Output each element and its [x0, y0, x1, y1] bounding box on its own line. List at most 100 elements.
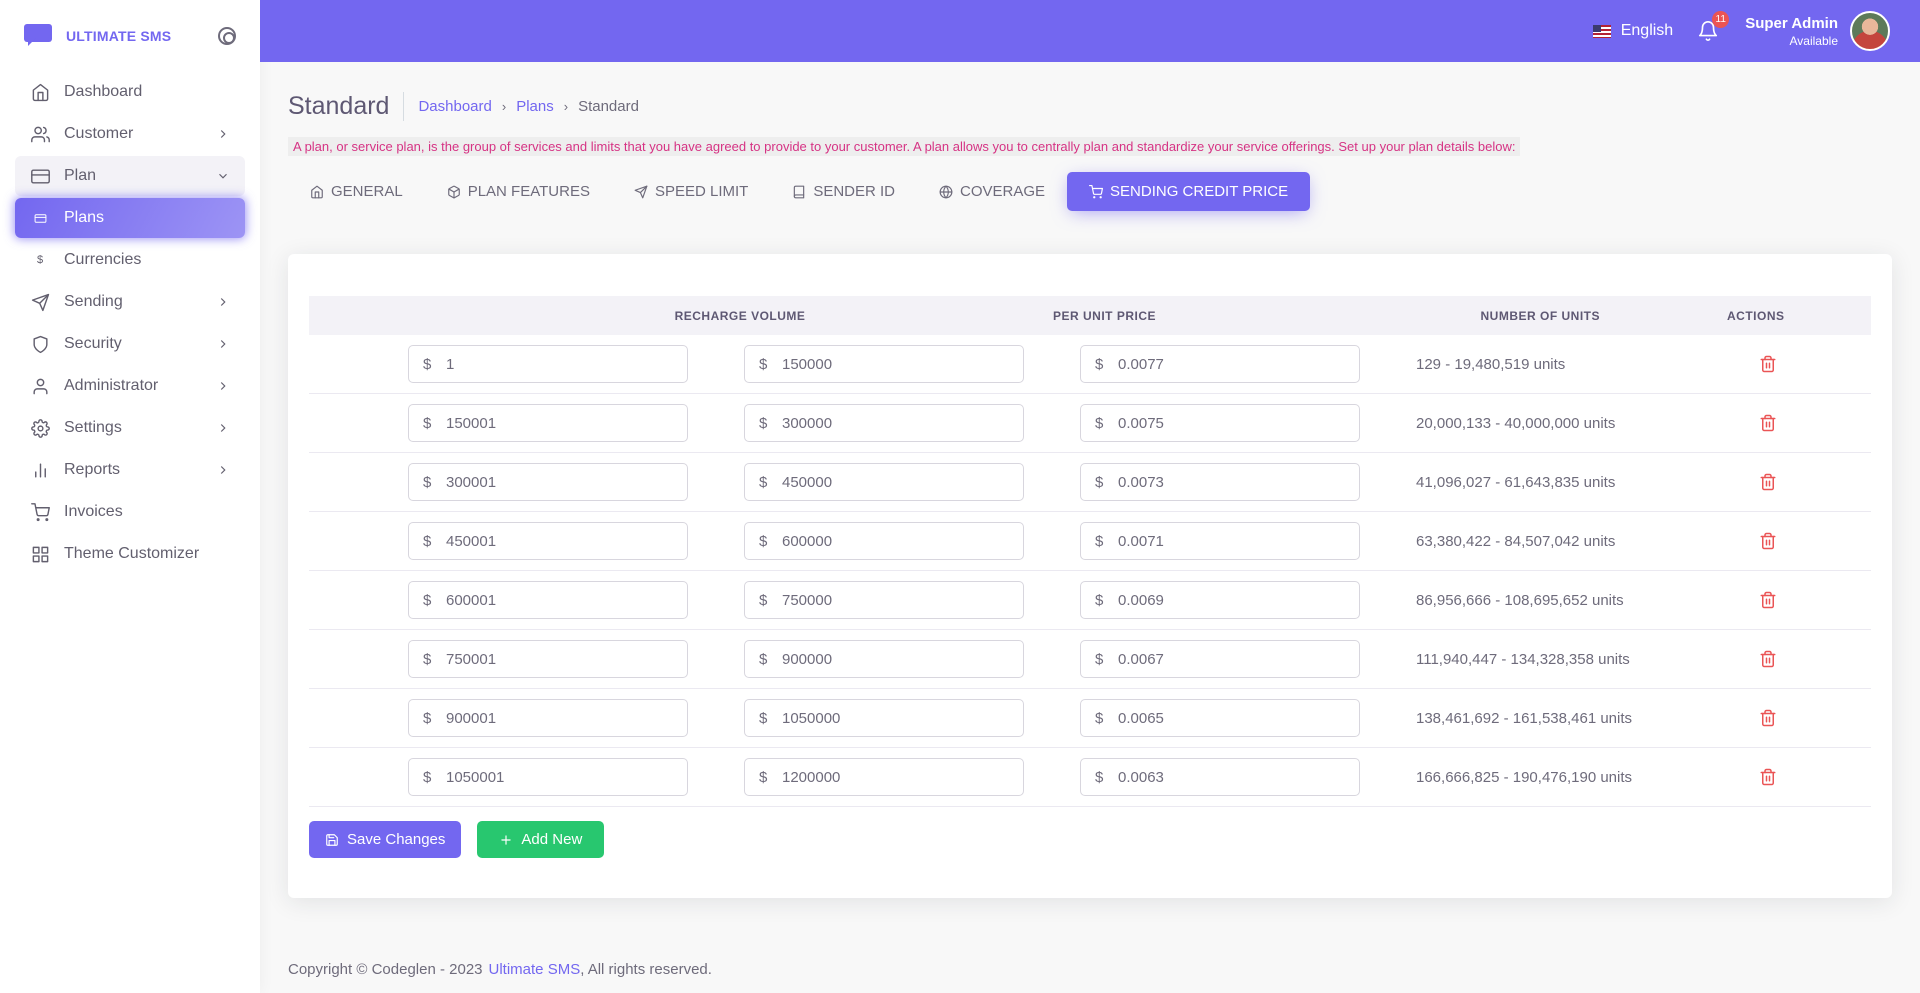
save-changes-button[interactable]: Save Changes [309, 821, 462, 858]
per-unit-price-input[interactable]: $0.0065 [1080, 699, 1360, 737]
sidebar-item-label: Sending [64, 293, 123, 310]
delete-row-button[interactable] [1759, 532, 1777, 550]
tab-sender-id[interactable]: Sender ID [770, 172, 917, 211]
sidebar-item-label: Security [64, 335, 122, 352]
tab-coverage[interactable]: Coverage [917, 172, 1067, 211]
tab-label: Coverage [960, 183, 1046, 200]
recharge-to-input-value: 750000 [782, 591, 833, 609]
breadcrumb-separator-icon: › [501, 98, 507, 114]
sidebar-item-plan[interactable]: Plan [15, 156, 245, 196]
recharge-to-input[interactable]: $150000 [744, 345, 1024, 383]
currency-symbol: $ [1095, 532, 1104, 550]
delete-row-button[interactable] [1759, 768, 1777, 786]
top-navbar: English 11 Super Admin Available [260, 0, 1920, 62]
save-icon [326, 833, 338, 846]
sidebar-item-sending[interactable]: Sending [15, 282, 245, 322]
language-selector[interactable]: English [1592, 22, 1673, 40]
recharge-from-input[interactable]: $900001 [408, 699, 688, 737]
trash-icon [1760, 355, 1776, 373]
recharge-to-input[interactable]: $600000 [744, 522, 1024, 560]
per-unit-price-input[interactable]: $0.0075 [1080, 404, 1360, 442]
currency-symbol: $ [1095, 473, 1104, 491]
per-unit-price-input[interactable]: $0.0077 [1080, 345, 1360, 383]
sidebar-item-theme-customizer[interactable]: Theme Customizer [15, 534, 245, 574]
currency-symbol: $ [759, 473, 768, 491]
user-icon [30, 376, 50, 396]
recharge-from-input-value: 900001 [446, 709, 497, 727]
dollar-icon: $ [36, 254, 44, 266]
currency-symbol: $ [423, 650, 432, 668]
number-of-units: 20,000,133 - 40,000,000 units [1416, 414, 1616, 432]
recharge-from-input-value: 600001 [446, 591, 497, 609]
add-new-button[interactable]: Add New [477, 821, 605, 858]
table-row: $1 $150000 $0.0077 129 - 19,480,519 units [309, 335, 1871, 394]
user-menu[interactable]: Super Admin Available [1745, 15, 1838, 48]
recharge-from-input[interactable]: $1 [408, 345, 688, 383]
recharge-to-input[interactable]: $1050000 [744, 699, 1024, 737]
recharge-to-input-value: 600000 [782, 532, 833, 550]
per-unit-price-input[interactable]: $0.0071 [1080, 522, 1360, 560]
breadcrumb-dashboard-link[interactable]: Dashboard [418, 97, 492, 115]
footer-link[interactable]: Ultimate SMS [488, 961, 581, 978]
recharge-to-input[interactable]: $1200000 [744, 758, 1024, 796]
currency-symbol: $ [1095, 709, 1104, 727]
per-unit-price-input[interactable]: $0.0067 [1080, 640, 1360, 678]
credit-card-icon [30, 166, 50, 186]
brand-name[interactable]: ULTIMATE SMS [66, 28, 172, 44]
sidebar-item-dashboard[interactable]: Dashboard [15, 72, 245, 112]
tab-general[interactable]: General [288, 172, 425, 211]
delete-row-button[interactable] [1759, 709, 1777, 727]
sidebar-item-security[interactable]: Security [15, 324, 245, 364]
recharge-from-input-value: 450001 [446, 532, 497, 550]
currency-symbol: $ [759, 768, 768, 786]
recharge-to-input[interactable]: $750000 [744, 581, 1024, 619]
sidebar-item-plans[interactable]: Plans [15, 198, 245, 238]
recharge-from-input[interactable]: $450001 [408, 522, 688, 560]
box-icon [447, 185, 460, 198]
per-unit-price-input[interactable]: $0.0073 [1080, 463, 1360, 501]
recharge-from-input[interactable]: $750001 [408, 640, 688, 678]
recharge-from-input[interactable]: $150001 [408, 404, 688, 442]
sidebar-item-invoices[interactable]: Invoices [15, 492, 245, 532]
sidebar-item-reports[interactable]: Reports [15, 450, 245, 490]
delete-row-button[interactable] [1759, 473, 1777, 491]
sidebar-toggle-icon[interactable] [218, 27, 236, 45]
per-unit-price-input[interactable]: $0.0069 [1080, 581, 1360, 619]
breadcrumb-plans-link[interactable]: Plans [516, 97, 554, 115]
recharge-to-input[interactable]: $900000 [744, 640, 1024, 678]
sidebar: ULTIMATE SMS Dashboard Customer Plan Pla… [0, 0, 260, 993]
sidebar-item-customer[interactable]: Customer [15, 114, 245, 154]
brand-logo[interactable] [24, 24, 52, 48]
chevron-right-icon [216, 463, 230, 477]
sidebar-item-settings[interactable]: Settings [15, 408, 245, 448]
delete-row-button[interactable] [1759, 650, 1777, 668]
tab-plan-features[interactable]: Plan Features [425, 172, 612, 211]
recharge-from-input[interactable]: $300001 [408, 463, 688, 501]
currency-symbol: $ [1095, 355, 1104, 373]
recharge-to-input-value: 900000 [782, 650, 833, 668]
delete-row-button[interactable] [1759, 414, 1777, 432]
recharge-from-input[interactable]: $600001 [408, 581, 688, 619]
cart-icon [1089, 184, 1104, 198]
sidebar-item-label: Currencies [64, 251, 142, 268]
sidebar-item-label: Administrator [64, 377, 159, 394]
per-unit-price-input[interactable]: $0.0063 [1080, 758, 1360, 796]
sidebar-item-administrator[interactable]: Administrator [15, 366, 245, 406]
currency-symbol: $ [1095, 591, 1104, 609]
recharge-to-input-value: 150000 [782, 355, 833, 373]
tab-speed-limit[interactable]: Speed Limit [612, 172, 770, 211]
delete-row-button[interactable] [1759, 591, 1777, 609]
avatar[interactable] [1850, 11, 1890, 51]
recharge-to-input[interactable]: $450000 [744, 463, 1024, 501]
tab-sending-credit-price[interactable]: Sending Credit Price [1067, 172, 1311, 211]
number-of-units: 41,096,027 - 61,643,835 units [1416, 473, 1616, 491]
delete-row-button[interactable] [1759, 355, 1777, 373]
currency-symbol: $ [759, 591, 768, 609]
trash-icon [1760, 768, 1776, 786]
sidebar-item-currencies[interactable]: $ Currencies [15, 240, 245, 280]
trash-icon [1760, 709, 1776, 727]
notifications-button[interactable]: 11 [1697, 11, 1730, 42]
recharge-from-input[interactable]: $1050001 [408, 758, 688, 796]
recharge-to-input[interactable]: $300000 [744, 404, 1024, 442]
breadcrumb-current: Standard [578, 97, 639, 115]
